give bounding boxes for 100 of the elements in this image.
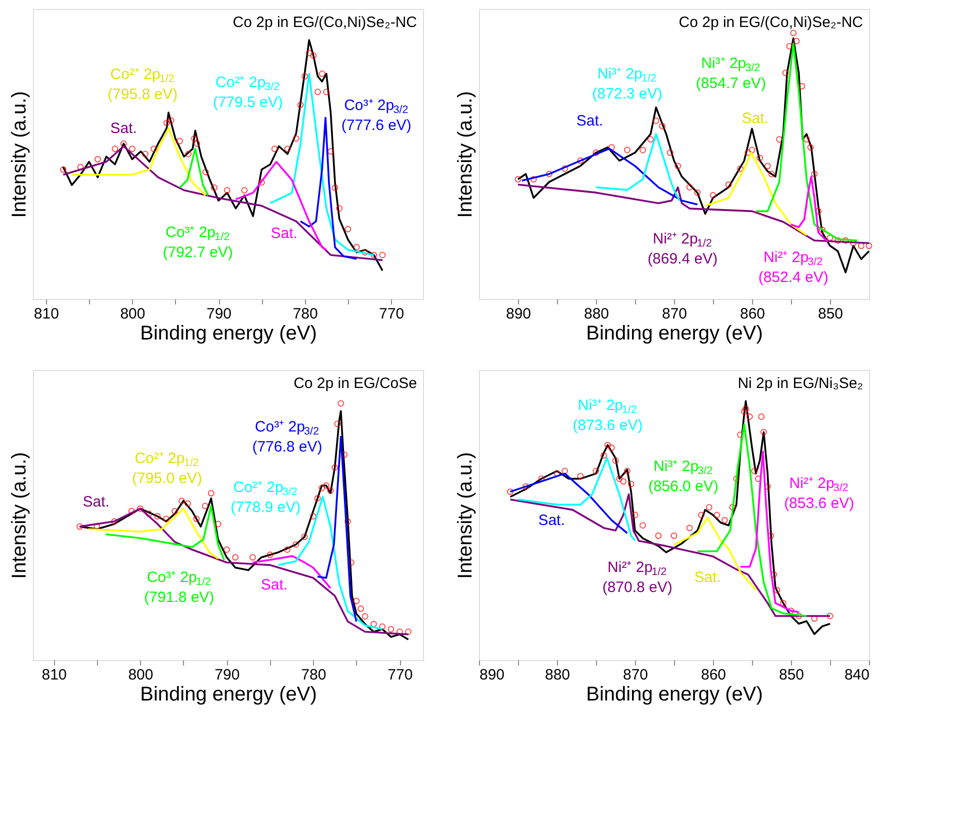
point [850,240,857,246]
point [608,144,615,151]
point [370,252,378,258]
point [866,242,872,250]
point [94,156,101,162]
point [640,146,646,154]
point [344,226,352,232]
series-label: Sat. [694,569,721,586]
point [194,140,200,147]
point [358,605,364,612]
x-tick-label: 810 [42,666,67,684]
point [388,626,394,632]
point [120,140,127,147]
point [232,554,239,561]
point [562,165,568,172]
point [306,50,312,56]
point [764,162,771,170]
point [76,523,83,530]
point [710,192,716,198]
point [405,628,412,636]
point [284,546,290,553]
point [652,118,660,124]
point [258,179,265,186]
y-axis-title: Intensity (a.u.) [8,91,30,218]
x-tick-label: 790 [214,666,240,684]
point [210,184,218,191]
point [164,120,170,126]
point [341,451,348,458]
chart-title: Co 2p in EG/(Co,Ni)Se₂-NC [232,14,418,31]
point [546,170,552,178]
point [362,613,368,620]
point [302,73,308,80]
point [224,187,230,194]
point [77,164,84,170]
point [370,620,377,628]
x-tick-label: 880 [584,306,610,322]
x-tick-label: 800 [120,306,146,322]
x-tick-label: 870 [622,666,648,684]
point [666,149,674,156]
point [202,168,209,176]
point [686,184,693,190]
y-axis-title: Intensity (a.u.) [8,452,30,579]
point [193,516,200,522]
point [249,554,256,561]
point [530,176,537,183]
x-tick-label: 890 [480,666,505,684]
point [310,513,316,520]
point [786,43,793,50]
point [811,170,818,178]
point [344,518,352,525]
point [353,244,360,250]
point [737,165,744,172]
x-tick-label: 850 [778,666,804,684]
point [266,552,274,558]
point [284,146,291,152]
x-axis-title: Binding energy (eV) [140,684,317,706]
point [310,52,317,59]
point [336,205,343,212]
point [514,176,522,183]
point [314,495,321,502]
series-label: Sat. [270,224,298,242]
x-tick-label: 880 [544,666,570,684]
point [223,546,230,553]
point [803,136,810,143]
point [674,162,682,170]
point [318,70,326,77]
point [793,38,800,44]
point [834,237,842,244]
point [94,523,100,530]
point [128,146,136,152]
point [842,237,849,244]
point [162,516,170,522]
point [379,252,386,258]
series-label: Sat. [260,576,288,594]
x-tick-label: 810 [34,306,59,322]
series-label: Sat. [538,512,565,530]
point [60,166,66,173]
point [154,513,161,520]
point [768,170,775,178]
point [353,598,360,604]
series-label: Sat. [82,494,110,511]
point [334,420,341,428]
point [744,149,752,156]
x-tick-label: 840 [844,666,870,684]
point [647,136,654,143]
series-label: Sat. [576,112,604,130]
point [136,505,144,512]
x-tick-label: 860 [700,666,726,684]
point [826,234,834,242]
point [396,628,403,636]
point [111,518,118,525]
point [807,144,814,151]
chart-title: Co 2p in EG/(Co,Ni)Se₂-NC [678,14,864,31]
x-tick-label: 850 [818,306,844,322]
y-axis-title: Intensity (a.u.) [454,91,476,218]
point [379,623,386,630]
chart-title: Ni 2p in EG/Ni₃Se₂ [738,375,864,392]
x-axis-title: Binding energy (eV) [140,322,317,344]
point [322,482,330,489]
x-tick-label: 780 [301,666,326,684]
